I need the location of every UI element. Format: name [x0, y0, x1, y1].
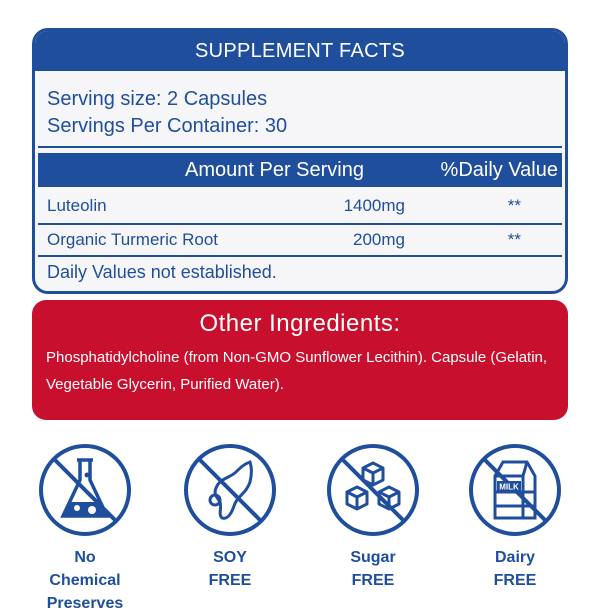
badge-dairy-free: MILK Dairy FREE — [467, 442, 563, 592]
table-row: Organic Turmeric Root 200mg ** — [35, 225, 565, 255]
badge-label: SOY — [213, 549, 247, 566]
column-amount: Amount Per Serving — [185, 159, 364, 181]
table-row: Luteolin 1400mg ** — [35, 191, 565, 221]
badge-label: Preserves — [46, 595, 124, 612]
other-ingredients-text: Phosphatidylcholine (from Non-GMO Sunflo… — [46, 349, 548, 393]
table-header: Amount Per Serving %Daily Value — [38, 153, 562, 187]
footnote-text: Daily Values not established. — [47, 262, 277, 282]
ingredient-dv: ** — [507, 196, 521, 215]
badge-label: FREE — [208, 572, 252, 589]
other-ingredients-title: Other Ingredients: — [199, 310, 401, 337]
no-chemical-flask-icon — [39, 444, 131, 536]
badge-sugar-free: Sugar FREE — [325, 442, 421, 592]
other-ingredients-panel: Other Ingredients: Phosphatidylcholine (… — [32, 300, 568, 420]
badge-label: FREE — [493, 572, 537, 589]
serving-size: Serving size: 2 Capsules — [47, 88, 268, 110]
serving-info: Serving size: 2 Capsules Servings Per Co… — [47, 86, 287, 140]
badge-label: No Chemical — [49, 549, 121, 589]
ingredient-name: Organic Turmeric Root — [47, 230, 218, 249]
milk-label: MILK — [499, 483, 519, 492]
badge-soy-free: SOY FREE — [182, 442, 278, 592]
badge-no-chemical: No Chemical Preserves — [37, 442, 133, 615]
footnote: Daily Values not established. — [35, 257, 565, 287]
ingredient-amount: 1400mg — [343, 196, 405, 215]
facts-title: SUPPLEMENT FACTS — [35, 31, 565, 71]
badge-label: Sugar — [350, 549, 396, 566]
column-daily-value: %Daily Value — [440, 159, 558, 181]
supplement-facts-panel: SUPPLEMENT FACTS Serving size: 2 Capsule… — [32, 28, 568, 294]
divider — [38, 223, 562, 225]
no-soy-icon — [184, 444, 276, 536]
ingredient-amount: 200mg — [353, 230, 405, 249]
no-sugar-cubes-icon — [327, 444, 419, 536]
badge-label: FREE — [351, 572, 395, 589]
ingredient-name: Luteolin — [47, 196, 107, 215]
divider — [38, 255, 562, 257]
no-dairy-milk-icon: MILK — [469, 444, 561, 536]
ingredient-dv: ** — [507, 230, 521, 249]
servings-per-container: Servings Per Container: 30 — [47, 115, 288, 137]
badge-label: Dairy — [494, 549, 536, 566]
divider — [38, 146, 562, 148]
